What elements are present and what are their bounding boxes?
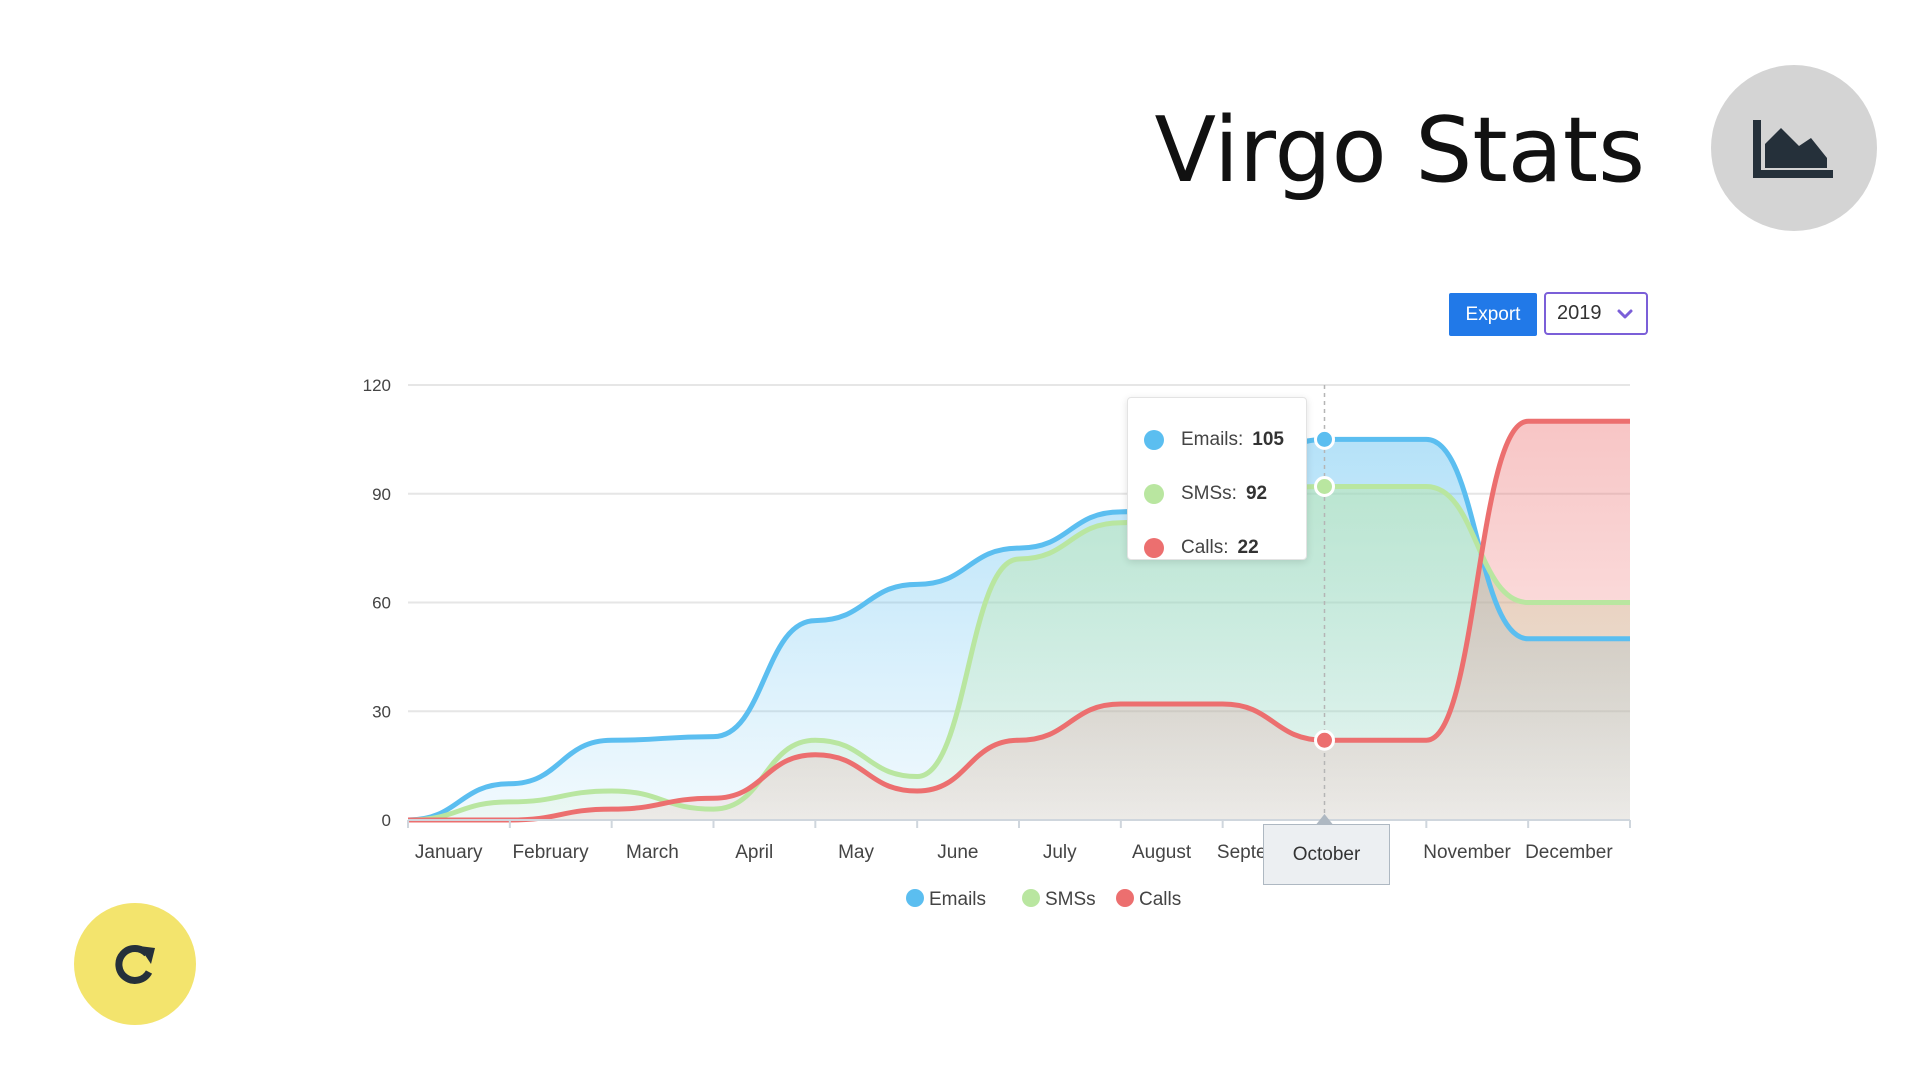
legend-marker-calls (1116, 889, 1134, 907)
hover-point-calls (1314, 729, 1335, 751)
y-tick-label: 90 (372, 485, 391, 504)
y-tick-label: 60 (372, 594, 391, 613)
x-tick-label: June (937, 842, 978, 863)
tooltip-row-emails: Emails: 105 (1128, 413, 1306, 467)
x-tick-label: January (415, 842, 483, 863)
legend-marker-smss (1022, 889, 1040, 907)
tooltip-label: Calls: (1181, 537, 1229, 558)
legend-label: Emails (929, 889, 986, 910)
smss-dot (1144, 484, 1164, 504)
legend-label: Calls (1139, 889, 1181, 910)
x-tick-label: May (838, 842, 874, 863)
export-button[interactable]: Export (1449, 293, 1537, 336)
x-tick-label: April (735, 842, 773, 863)
x-tick-label: July (1043, 842, 1077, 863)
line-emails (407, 436, 1630, 823)
year-select-value: 2019 (1557, 302, 1602, 324)
legend-label: SMSs (1045, 889, 1096, 910)
calls-dot (1144, 538, 1164, 558)
refresh-button[interactable] (74, 903, 196, 1025)
page-title: Virgo Stats (1154, 98, 1645, 203)
hover-point-smss (1314, 476, 1335, 497)
tooltip-value: 92 (1245, 483, 1268, 504)
tooltip-row-calls: Calls: 22 (1128, 521, 1306, 575)
tooltip-row-smss: SMSs: 92 (1128, 467, 1306, 521)
hover-pointer (1316, 814, 1333, 824)
y-tick-label: 120 (363, 376, 391, 395)
chart-tooltip: Emails: 105 SMSs: 92 Calls: 22 (1127, 397, 1307, 560)
chevron-down-icon (1617, 309, 1633, 319)
legend-marker-emails (906, 889, 924, 907)
x-tick-label: February (513, 842, 590, 863)
x-tick-label: December (1525, 842, 1613, 863)
x-axis-hover-label: October (1263, 824, 1390, 885)
year-select[interactable]: 2019 (1544, 292, 1648, 335)
y-tick-label: 0 (382, 811, 391, 830)
x-tick-label: November (1423, 842, 1511, 863)
emails-dot (1144, 430, 1164, 450)
tooltip-value: 22 (1237, 537, 1259, 558)
refresh-icon (115, 944, 155, 984)
area-chart-badge (1711, 65, 1877, 231)
area-chart-icon (1753, 120, 1833, 178)
tooltip-value: 105 (1252, 429, 1284, 450)
tooltip-label: Emails: (1181, 429, 1244, 450)
x-tick-label: August (1132, 842, 1192, 863)
hover-point-emails (1314, 428, 1335, 450)
line-smss (407, 483, 1630, 823)
y-tick-label: 30 (372, 702, 391, 721)
line-calls (408, 418, 1630, 823)
x-tick-label: March (626, 842, 679, 863)
tooltip-label: SMSs: (1181, 483, 1237, 504)
